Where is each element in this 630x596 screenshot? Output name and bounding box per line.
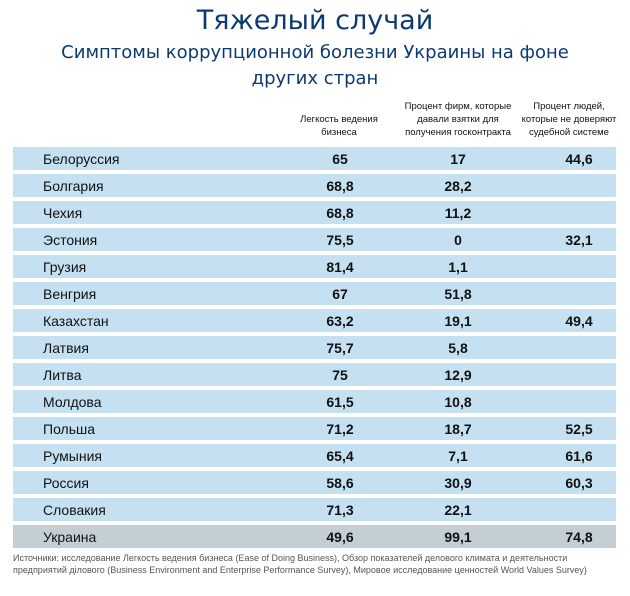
table-row: Латвия 75,7 5,8 <box>13 336 616 359</box>
bribes-cell: 28,2 <box>444 178 472 194</box>
bribes-cell: 0 <box>454 232 462 248</box>
bribes-cell: 99,1 <box>444 529 472 545</box>
ease-cell: 49,6 <box>326 529 354 545</box>
bribes-cell: 18,7 <box>444 421 472 437</box>
page-subtitle: Симптомы коррупционной болезни Украины н… <box>0 40 630 92</box>
subtitle-line-1: Симптомы коррупционной болезни Украины н… <box>61 42 569 63</box>
column-header-line: судебной системе <box>529 127 609 138</box>
table-row: Россия 58,6 30,9 60,3 <box>13 471 616 494</box>
ease-cell: 68,8 <box>326 205 354 221</box>
country-cell: Россия <box>43 475 89 491</box>
country-cell: Румыния <box>43 448 103 464</box>
table-row: Болгария 68,8 28,2 <box>13 174 616 197</box>
distrust-cell: 60,3 <box>565 475 593 491</box>
bribes-cell: 51,8 <box>444 286 472 302</box>
source-note: Источники: исследование Легкость ведения… <box>13 553 587 575</box>
ease-cell: 71,2 <box>326 421 354 437</box>
country-cell: Белоруссия <box>43 151 120 167</box>
ease-cell: 71,3 <box>326 502 354 518</box>
country-cell: Болгария <box>43 178 104 194</box>
column-header-line: Процент фирм, которые <box>404 101 512 112</box>
country-cell: Чехия <box>43 205 83 221</box>
table-row: Белоруссия 65 17 44,6 <box>13 147 616 170</box>
country-cell: Молдова <box>43 394 102 410</box>
bribes-cell: 30,9 <box>444 475 472 491</box>
column-header-line: давали взятки для <box>417 114 499 125</box>
table-row: Молдова 61,5 10,8 <box>13 390 616 413</box>
country-cell: Украина <box>43 529 97 545</box>
country-cell: Словакия <box>43 502 106 518</box>
column-header-line: Процент людей, <box>533 101 605 112</box>
table-row: Венгрия 67 51,8 <box>13 282 616 305</box>
ease-cell: 61,5 <box>326 394 354 410</box>
column-header-bribes: Процент фирм, которые давали взятки для … <box>393 100 523 139</box>
table-row: Румыния 65,4 7,1 61,6 <box>13 444 616 467</box>
table-row: Чехия 68,8 11,2 <box>13 201 616 224</box>
country-cell: Венгрия <box>43 286 97 302</box>
bribes-cell: 17 <box>450 151 466 167</box>
table-row: Словакия 71,3 22,1 <box>13 498 616 521</box>
table-row: Эстония 75,5 0 32,1 <box>13 228 616 251</box>
bribes-cell: 19,1 <box>444 313 472 329</box>
data-table: Белоруссия 65 17 44,6 Болгария 68,8 28,2 Чехия 6… <box>13 147 616 552</box>
distrust-cell: 44,6 <box>565 151 593 167</box>
column-header-line: бизнеса <box>321 127 357 138</box>
country-cell: Грузия <box>43 259 87 275</box>
ease-cell: 81,4 <box>326 259 354 275</box>
column-header-distrust: Процент людей, которые не доверяют судеб… <box>510 100 628 139</box>
table-row: Украина 49,6 99,1 74,8 <box>13 525 616 548</box>
distrust-cell: 32,1 <box>565 232 593 248</box>
column-header-line: получения госконтракта <box>405 127 511 138</box>
bribes-cell: 7,1 <box>448 448 468 464</box>
ease-cell: 65 <box>332 151 348 167</box>
table-row: Польша 71,2 18,7 52,5 <box>13 417 616 440</box>
distrust-cell: 49,4 <box>565 313 593 329</box>
country-cell: Литва <box>43 367 82 383</box>
ease-cell: 75 <box>332 367 348 383</box>
ease-cell: 65,4 <box>326 448 354 464</box>
table-row: Литва 75 12,9 <box>13 363 616 386</box>
bribes-cell: 5,8 <box>448 340 468 356</box>
ease-cell: 58,6 <box>326 475 354 491</box>
distrust-cell: 61,6 <box>565 448 593 464</box>
bribes-cell: 1,1 <box>448 259 468 275</box>
page-title: Тяжелый случай <box>196 5 434 36</box>
bribes-cell: 22,1 <box>444 502 472 518</box>
table-row: Казахстан 63,2 19,1 49,4 <box>13 309 616 332</box>
column-header-ease: Легкость ведения бизнеса <box>284 113 394 139</box>
country-cell: Польша <box>43 421 96 437</box>
country-cell: Латвия <box>43 340 89 356</box>
subtitle-line-2: других стран <box>251 68 379 89</box>
distrust-cell: 52,5 <box>565 421 593 437</box>
bribes-cell: 10,8 <box>444 394 472 410</box>
bribes-cell: 12,9 <box>444 367 472 383</box>
bribes-cell: 11,2 <box>444 205 472 221</box>
ease-cell: 68,8 <box>326 178 354 194</box>
table-row: Грузия 81,4 1,1 <box>13 255 616 278</box>
country-cell: Эстония <box>43 232 98 248</box>
ease-cell: 63,2 <box>326 313 354 329</box>
ease-cell: 75,7 <box>326 340 354 356</box>
column-header-line: которые не доверяют <box>521 114 617 125</box>
column-header-line: Легкость ведения <box>300 114 378 125</box>
ease-cell: 67 <box>332 286 348 302</box>
distrust-cell: 74,8 <box>565 529 593 545</box>
country-cell: Казахстан <box>43 313 109 329</box>
ease-cell: 75,5 <box>326 232 354 248</box>
